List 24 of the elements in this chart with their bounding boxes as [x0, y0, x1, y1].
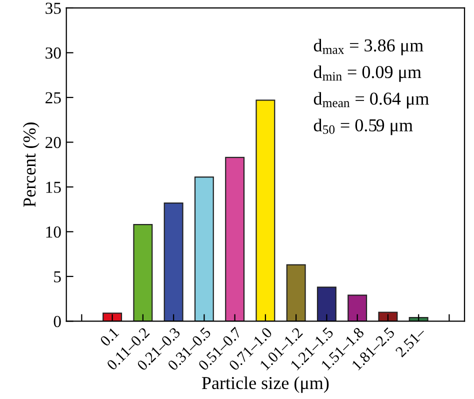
y-tick-label: 20 [46, 136, 61, 148]
y-tick-label: 0 [54, 316, 61, 328]
bar [164, 202, 184, 322]
bar [378, 312, 398, 322]
y-tick-label: 25 [46, 92, 61, 104]
y-tick-label: 15 [46, 182, 61, 193]
annotation: d$_{50}$ = 0.59 μm [314, 118, 413, 136]
annotation: d$_{max}$ = 3.86 μm [314, 38, 424, 56]
y-axis-title: Percent (%) [22, 122, 40, 207]
y-tick-label: 5 [54, 271, 61, 282]
bar [133, 224, 153, 322]
annotation: d$_{mean}$ = 0.64 μm [314, 92, 429, 108]
annotation: d$_{min}$ = 0.09 μm [314, 65, 422, 82]
bar [102, 312, 122, 322]
bar [286, 264, 306, 322]
bar [348, 294, 368, 322]
bar [316, 286, 336, 322]
y-tick-label: 30 [46, 47, 61, 59]
y-tick-label: 35 [46, 2, 61, 14]
y-tick-label: 10 [46, 226, 61, 238]
bar [194, 176, 214, 322]
x-axis-title: Particle size (μm) [202, 376, 329, 393]
bar [225, 156, 245, 322]
bar [256, 100, 276, 322]
